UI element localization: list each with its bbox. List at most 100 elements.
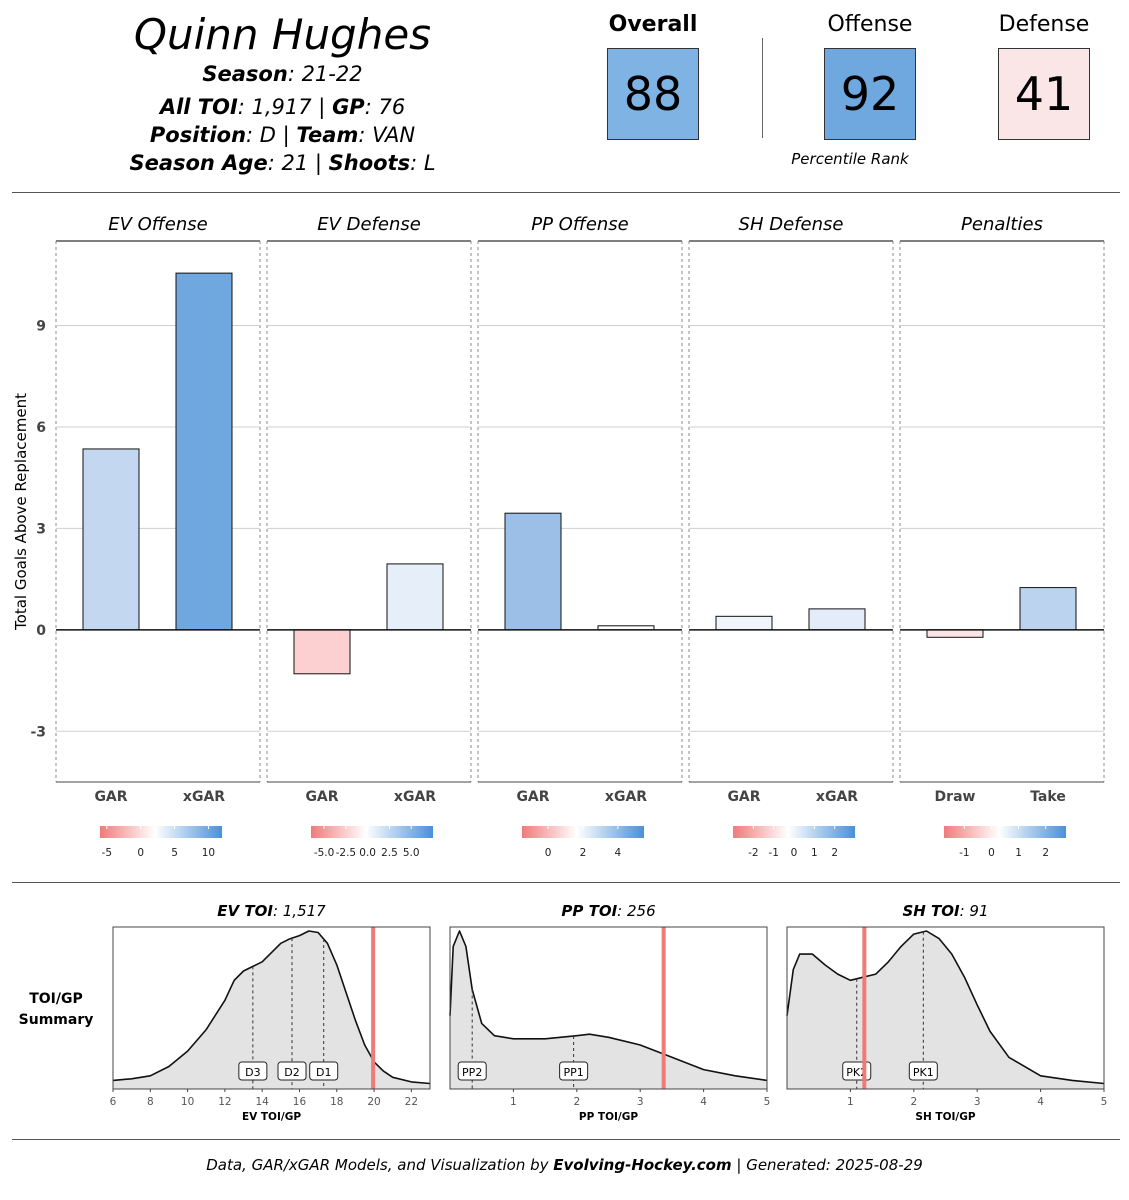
panel-title: Penalties <box>961 214 1043 235</box>
defense-score: 41 <box>1014 67 1074 121</box>
x-axis-label: PP TOI/GP <box>579 1111 638 1123</box>
panel-title-bold: PP TOI <box>561 902 617 920</box>
panel-frame <box>449 926 768 1090</box>
divider-middle <box>12 882 1120 883</box>
line-label: PP2 <box>462 1066 482 1079</box>
bar <box>82 448 140 631</box>
position-team-line: Position: D | Team: VAN <box>149 123 416 147</box>
x-tick-label: 2 <box>910 1096 917 1108</box>
percentile-rank-label: Percentile Rank <box>791 150 909 168</box>
legend-tick-label: -2 <box>748 847 758 859</box>
legend-tick-label: 2 <box>831 847 838 859</box>
x-tick-label: 1 <box>510 1096 517 1108</box>
x-tick-label: 20 <box>367 1096 380 1108</box>
x-tick-label: 3 <box>637 1096 644 1108</box>
legend-tick-label: 5 <box>171 847 178 859</box>
density-line <box>449 930 768 1082</box>
x-tick-label: 10 <box>181 1096 194 1108</box>
footer: Data, GAR/xGAR Models, and Visualization… <box>206 1156 923 1174</box>
x-tick-label: xGAR <box>394 789 436 805</box>
x-tick-label: Draw <box>935 789 976 805</box>
legend-tick-label: -1 <box>959 847 969 859</box>
bar <box>504 512 562 631</box>
legend-tick-label: -5.0 <box>314 847 335 859</box>
panel-title: PP Offense <box>531 214 629 235</box>
panel-frame <box>112 926 431 1090</box>
line-label-box <box>457 1061 487 1081</box>
x-tick-label: 22 <box>405 1096 418 1108</box>
y-axis-label: Total Goals Above Replacement <box>12 393 30 631</box>
row-label: TOI/GP <box>29 991 83 1007</box>
x-tick-label: xGAR <box>605 789 647 805</box>
legend-tick-label: 0 <box>988 847 995 859</box>
x-tick-label: 8 <box>147 1096 154 1108</box>
line-label-box <box>559 1061 589 1081</box>
x-tick-label: 12 <box>218 1096 231 1108</box>
defense-score-box: 41 <box>998 48 1090 140</box>
legend-tick-label: 2 <box>580 847 587 859</box>
season-line: Season: 21-22 <box>202 62 363 86</box>
legend-tick-label: 4 <box>615 847 622 859</box>
legend-tick-label: 0 <box>545 847 552 859</box>
legend-colorbar <box>733 826 855 838</box>
offense-label: Offense <box>827 12 913 37</box>
x-tick-label: 2 <box>573 1096 580 1108</box>
panel-title: EV TOI: 1,517 <box>217 902 326 920</box>
x-tick-label: 18 <box>330 1096 343 1108</box>
x-tick-label: Take <box>1030 789 1066 805</box>
x-tick-label: GAR <box>516 789 549 805</box>
toi-gp-line: All TOI: 1,917 | GP: 76 <box>159 95 406 119</box>
x-tick-label: 1 <box>847 1096 854 1108</box>
x-tick-label: GAR <box>94 789 127 805</box>
line-label: PK2 <box>846 1066 867 1079</box>
x-tick-label: GAR <box>305 789 338 805</box>
panel-frame <box>786 926 1105 1090</box>
line-label-box <box>908 1061 938 1081</box>
panel-title-bold: EV TOI <box>217 902 273 920</box>
offense-score: 92 <box>840 67 900 121</box>
divider-top <box>12 192 1120 193</box>
legend-tick-label: 1 <box>811 847 818 859</box>
legend-colorbar <box>311 826 433 838</box>
age-shoots-line: Season Age: 21 | Shoots: L <box>129 151 436 175</box>
bar <box>293 629 351 675</box>
bar <box>808 608 866 631</box>
offense-score-box: 92 <box>824 48 916 140</box>
x-axis-label: SH TOI/GP <box>915 1111 975 1123</box>
gar-bar-chart: Total Goals Above Replacement -3 0 3 6 9 EV Of… <box>12 214 1105 859</box>
panel-title: SH TOI: 91 <box>902 902 988 920</box>
panel-title-value: : 1,517 <box>273 902 326 920</box>
overall-score: 88 <box>623 67 683 121</box>
row-label: Summary <box>19 1012 94 1028</box>
y-tick-label: -3 <box>30 724 46 740</box>
overall-score-box: 88 <box>607 48 699 140</box>
bar <box>926 629 984 638</box>
x-tick-label: 5 <box>1101 1096 1108 1108</box>
legend-tick-label: -5 <box>102 847 112 859</box>
x-tick-label: 5 <box>764 1096 771 1108</box>
legend-tick-label: 0.0 <box>359 847 376 859</box>
x-tick-label: xGAR <box>816 789 858 805</box>
x-axis-label: EV TOI/GP <box>242 1111 301 1123</box>
legend-colorbar <box>522 826 644 838</box>
line-label: PK1 <box>913 1066 934 1079</box>
legend-tick-label: 0 <box>791 847 798 859</box>
panel-title-value: : 91 <box>960 902 989 920</box>
x-tick-label: 4 <box>1037 1096 1044 1108</box>
legend-tick-label: 1 <box>1015 847 1022 859</box>
score-divider <box>762 38 763 138</box>
x-tick-label: 16 <box>293 1096 307 1108</box>
legend-tick-label: 5.0 <box>403 847 420 859</box>
density-area <box>113 931 430 1089</box>
line-label: PP1 <box>563 1066 583 1079</box>
density-line <box>786 930 1105 1085</box>
bar <box>175 272 233 631</box>
legend-colorbar <box>100 826 222 838</box>
x-tick-label: 3 <box>974 1096 981 1108</box>
player-name: Quinn Hughes <box>133 10 432 59</box>
bar <box>1019 587 1077 631</box>
y-tick-label: 6 <box>36 420 46 436</box>
legend-tick-label: 10 <box>202 847 215 859</box>
panel-title: EV Offense <box>108 214 208 235</box>
